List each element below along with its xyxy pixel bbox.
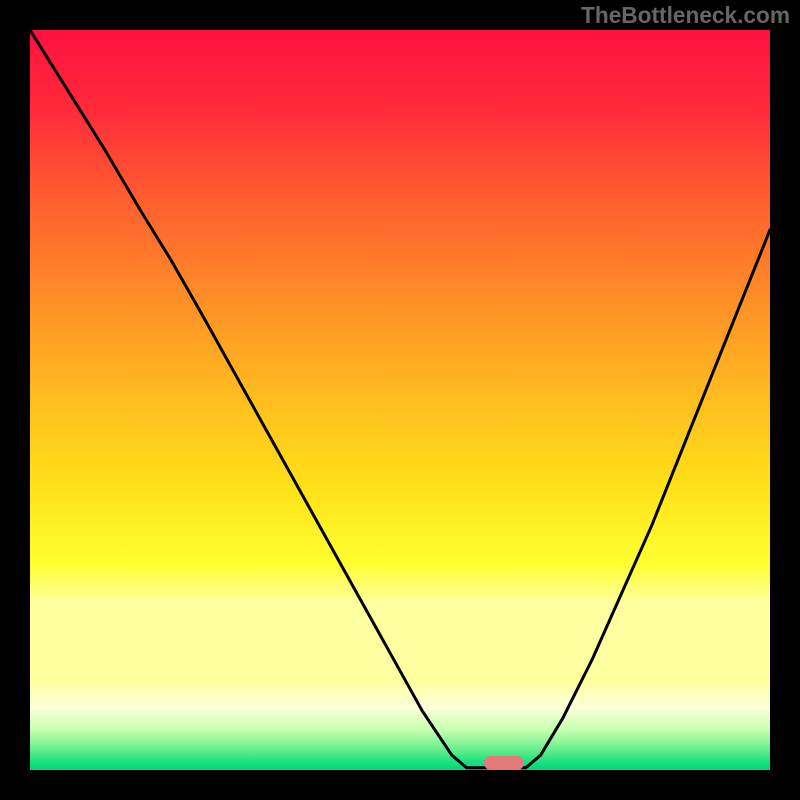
- gradient-bottom-band: [30, 681, 770, 770]
- chart-container: TheBottleneck.com: [0, 0, 800, 800]
- gradient-background: [30, 30, 770, 681]
- watermark-text: TheBottleneck.com: [581, 2, 790, 29]
- optimal-marker: [484, 756, 524, 770]
- plot-area: [30, 30, 770, 770]
